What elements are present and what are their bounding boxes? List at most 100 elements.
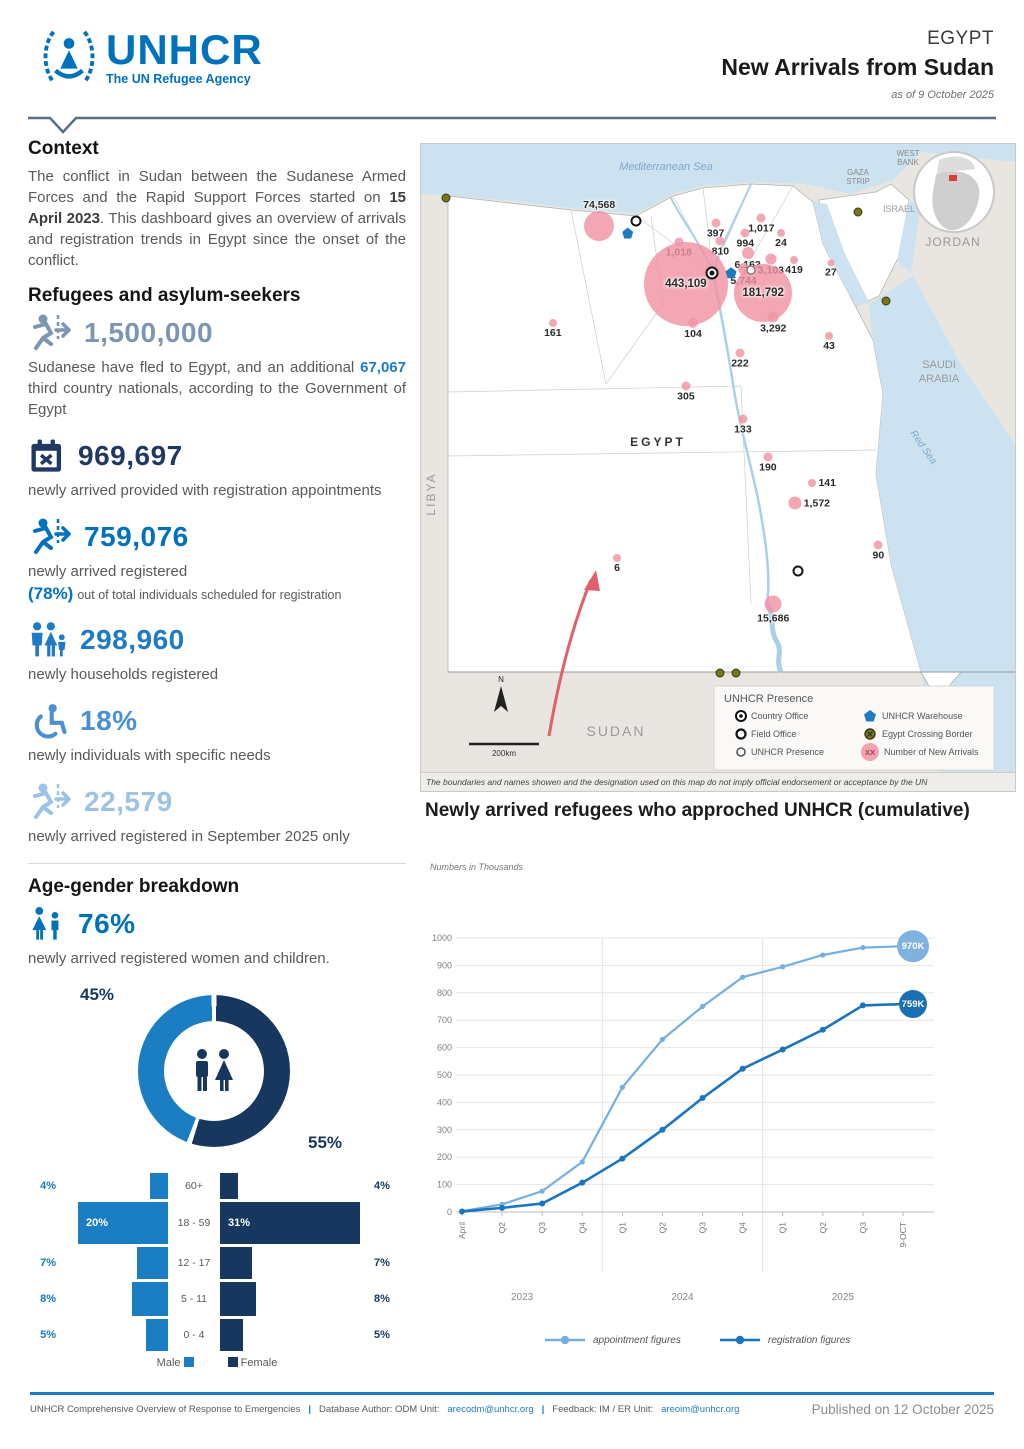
map-arrival-value: 6 xyxy=(614,562,620,575)
map-arrival-value: 994 xyxy=(736,237,755,250)
field-office-marker xyxy=(792,565,804,577)
map-arrival-marker: 1,017 xyxy=(748,213,775,235)
stat-fled: 1,500,000 Sudanese have fled to Egypt, a… xyxy=(28,313,406,420)
map-base: N 200km Mediterranean Sea Red Sea EGYPT … xyxy=(421,144,1015,772)
warehouse-marker xyxy=(725,267,737,279)
svg-text:Q4: Q4 xyxy=(577,1222,587,1234)
svg-text:appointment figures: appointment figures xyxy=(593,1335,681,1346)
logo-wordmark: UNHCR xyxy=(106,26,263,73)
map-arrival-value: 1,017 xyxy=(748,222,775,235)
map-arrival-marker: 141 xyxy=(808,477,836,489)
unhcr-presence-icon xyxy=(736,747,746,757)
map-arrival-marker: 397 xyxy=(707,218,724,240)
stat-september: 22,579 newly arrived registered in Septe… xyxy=(28,782,406,847)
female-legend-label: Female xyxy=(240,1357,278,1369)
female-legend: Female xyxy=(227,1357,278,1369)
map-arrival-marker: 190 xyxy=(759,452,777,473)
country-label: EGYPT xyxy=(927,28,994,49)
svg-text:1000: 1000 xyxy=(432,933,452,943)
svg-text:9-OCT: 9-OCT xyxy=(898,1222,908,1248)
pyramid-row: 4% 60+ 4% xyxy=(28,1173,400,1199)
map-canvas: N 200km Mediterranean Sea Red Sea EGYPT … xyxy=(421,144,1015,772)
svg-text:Q2: Q2 xyxy=(497,1222,507,1234)
unhcr-emblem-icon xyxy=(43,30,95,84)
as-of-date: as of 9 October 2025 xyxy=(891,89,994,101)
svg-text:2023: 2023 xyxy=(511,1292,534,1303)
context-paragraph: The conflict in Sudan between the Sudane… xyxy=(28,166,406,271)
svg-text:Q3: Q3 xyxy=(537,1222,547,1234)
fled-desc-2: third country nationals, according to th… xyxy=(28,380,406,418)
fled-desc: Sudanese have fled to Egypt, and an addi… xyxy=(28,357,406,420)
september-desc: newly arrived registered in September 20… xyxy=(28,828,350,845)
map-arrival-value: 3,292 xyxy=(760,322,787,335)
svg-text:500: 500 xyxy=(437,1070,452,1080)
pyramid-row: 5% 0 - 4 5% xyxy=(28,1319,400,1351)
map-arrival-value: 190 xyxy=(759,461,777,474)
gender-donut-chart: 45% 55% xyxy=(58,985,378,1165)
new-arrivals-icon xyxy=(861,743,879,761)
logo-tagline: The UN Refugee Agency xyxy=(106,72,251,86)
country-office-marker xyxy=(705,266,719,280)
page-title: New Arrivals from Sudan xyxy=(721,54,994,80)
saudi-arabia-label-2: ARABIA xyxy=(919,373,960,385)
stat-women-children: 76% newly arrived registered women and c… xyxy=(28,904,406,969)
map-arrival-value: 222 xyxy=(731,357,749,370)
arrivals-chart: 0 100 200 300 400 500 600 700 800 900 1000 2023 2024… xyxy=(420,900,1024,1370)
context-date: 15 April 2023 xyxy=(28,189,406,227)
stat-households: 298,960 newly households registered xyxy=(28,620,406,685)
context-text-2: . This dashboard gives an overview of ar… xyxy=(28,210,406,269)
map-arrival-value: 104 xyxy=(684,327,702,340)
saudi-arabia-label-1: SAUDI xyxy=(922,359,956,371)
gaza-strip-label-2: STRIP xyxy=(846,177,870,186)
map-arrival-value: 305 xyxy=(677,390,695,403)
svg-text:400: 400 xyxy=(437,1097,452,1107)
pyramid-row: 8% 5 - 11 8% xyxy=(28,1282,400,1316)
map-legend: UNHCR Presence Country Office Field Offi… xyxy=(713,685,995,771)
september-value: 22,579 xyxy=(84,786,173,817)
male-legend-label: Male xyxy=(156,1357,181,1369)
db-author-label: Database Author: ODM Unit: xyxy=(319,1404,440,1415)
runner-arrow-icon xyxy=(33,518,71,554)
db-email-link[interactable]: arecodm@unhcr.org xyxy=(447,1404,534,1415)
new-arrivals-symbol: XX xyxy=(865,748,875,757)
woman-child-icon xyxy=(32,907,59,940)
households-value: 298,960 xyxy=(80,624,185,655)
footer-separator: | xyxy=(541,1404,545,1415)
map-arrival-value: 443,109 xyxy=(665,278,707,291)
male-swatch xyxy=(183,1357,194,1367)
border-crossing-marker xyxy=(881,296,890,306)
map-arrival-marker: 90 xyxy=(873,540,884,561)
svg-text:Q4: Q4 xyxy=(738,1222,748,1234)
map-markers-layer: 74,5683971,017994241,0188106,1633,1035,7… xyxy=(421,144,1015,772)
svg-text:700: 700 xyxy=(437,1015,452,1025)
svg-text:Q2: Q2 xyxy=(818,1222,828,1234)
map-arrival-value: 24 xyxy=(775,237,787,250)
households-desc: newly households registered xyxy=(28,666,219,683)
border-crossing-marker xyxy=(715,668,725,678)
warehouse-label: UNHCR Warehouse xyxy=(882,711,963,721)
footer-separator: | xyxy=(308,1404,311,1415)
map-arrival-marker: 3,292 xyxy=(760,311,786,334)
map-arrival-marker: 443,109 xyxy=(643,242,728,327)
svg-text:200: 200 xyxy=(437,1152,452,1162)
appointments-value: 969,697 xyxy=(78,440,183,471)
new-arrivals-label: Number of New Arrivals xyxy=(884,747,979,757)
border-crossing-marker xyxy=(853,207,863,217)
map-arrival-marker: 43 xyxy=(823,331,835,352)
age-gender-heading: Age-gender breakdown xyxy=(28,876,240,897)
map-arrival-value: 15,686 xyxy=(757,612,790,625)
field-office-label: Field Office xyxy=(751,729,796,739)
registered-desc: newly arrived registered xyxy=(28,563,188,580)
male-legend: Male xyxy=(157,1357,194,1369)
footer: UNHCR Comprehensive Overview of Response… xyxy=(30,1402,994,1417)
feedback-email-link[interactable]: areoim@unhcr.org xyxy=(661,1404,740,1415)
map-arrival-value: 74,568 xyxy=(583,198,616,211)
pyramid-row: 7% 12 - 17 7% xyxy=(28,1247,400,1279)
map-arrival-marker: 305 xyxy=(677,381,695,402)
published-date: Published on 12 October 2025 xyxy=(811,1402,994,1417)
header-divider xyxy=(28,116,996,134)
tcn-value: 67,067 xyxy=(360,359,406,376)
svg-text:Q3: Q3 xyxy=(698,1222,708,1234)
map-arrival-marker: 419 xyxy=(785,255,803,276)
